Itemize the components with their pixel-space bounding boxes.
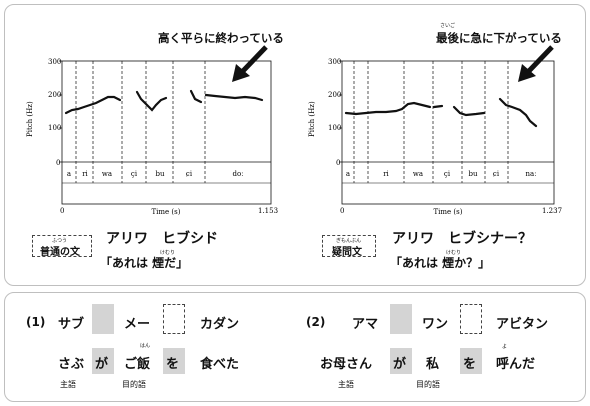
chart2-seg-bu: bu [469, 170, 478, 178]
chart2-seg-ci: çi [444, 170, 451, 178]
item2-word-ama: アマ [352, 317, 379, 332]
item1-word-me: メー [124, 317, 151, 332]
chart2-japanese: 「あれは 煙か？」 [390, 256, 491, 270]
item2-slot-dashed [460, 304, 482, 334]
chart2-arrow-icon [518, 45, 554, 82]
item1-label-object: 目的語 [122, 380, 146, 389]
item1-slot-dashed [163, 304, 185, 334]
chart2-seg-wa: wa [413, 170, 423, 178]
item1-word-sabu: サブ [58, 317, 85, 332]
item2-yonda-ruby: よ [502, 344, 508, 350]
chart1-seg-shi: ɕi [186, 170, 193, 178]
chart1-seg-a: a [67, 170, 71, 178]
chart2-ytick-100: 100 [328, 124, 341, 132]
chart1-xlabel: Time (s) [152, 208, 181, 216]
chart1-seg-ri: ri [82, 170, 88, 178]
chart2-annotation-ruby: さいご [440, 23, 456, 29]
chart2-pitch-chart: 300 200 100 0 Pitch (Hz) a ri wa çi bu ɕ… [308, 58, 562, 216]
item1-particle-wo: を [166, 357, 180, 372]
item1-word-kadan: カダン [200, 317, 240, 332]
chart2-katakana: アリワ ヒブシナー？ [392, 231, 532, 247]
item2-word-okaasan: お母さん [320, 357, 373, 372]
chart1-seg-do: doː [232, 170, 243, 178]
item1-particle-wo-box [163, 348, 185, 374]
chart2-sentence-tag-label: 疑問文 [332, 247, 362, 258]
chart1-sentence-tag-label: 普通の文 [40, 247, 80, 258]
chart1-seg-wa: wa [102, 170, 112, 178]
chart1-japanese: 「あれは 煙だ」 [100, 256, 189, 270]
chart1-ytick-0: 0 [56, 159, 60, 167]
chart2-seg-shi: ɕi [493, 170, 500, 178]
item2-particle-ga-box [390, 348, 412, 374]
chart2-seg-a: a [346, 170, 350, 178]
chart2-seg-na: naː [525, 170, 536, 178]
item1-number: (1) [26, 315, 46, 329]
chart2-ylabel: Pitch (Hz) [308, 101, 316, 137]
item1-gohan-ruby: はん [140, 343, 151, 349]
item2-particle-ga: が [393, 357, 407, 372]
chart2-ytick-200: 200 [328, 91, 341, 99]
item2-word-yonda: 呼んだ [496, 357, 536, 372]
item1-word-tabeta: 食べた [200, 357, 240, 372]
chart1-ytick-100: 100 [48, 124, 61, 132]
chart1-xtick-start: 0 [60, 207, 64, 215]
chart1-seg-bu: bu [156, 170, 165, 178]
chart1-annotation: 高く平らに終わっている [158, 31, 284, 45]
item2-word-watashi: 私 [426, 357, 440, 372]
item2-label-subject: 主語 [338, 380, 354, 389]
chart1-sentence-tag [32, 235, 92, 257]
chart2-ytick-0: 0 [336, 159, 340, 167]
chart1-japanese-ruby: けむり [160, 250, 176, 256]
item2-label-object: 目的語 [416, 380, 440, 389]
item2-word-abitan: アビタン [496, 317, 549, 332]
pitch-comparison-panel [4, 4, 586, 286]
chart2-sentence-tag [322, 235, 376, 257]
item1-word-sabu-hira: さぶ [58, 357, 85, 372]
chart1-katakana: アリワ ヒブシド [106, 231, 218, 247]
chart1-sentence-tag-ruby: ふつう [52, 238, 68, 244]
item2-particle-wo: を [463, 357, 477, 372]
chart2-xlabel: Time (s) [434, 208, 463, 216]
item1-particle-ga: が [95, 357, 109, 372]
chart1-pitch-chart: 300 200 100 0 Pitch (Hz) a ri wa çi bu ɕ… [26, 58, 278, 216]
chart2-seg-ri: ri [383, 170, 389, 178]
chart2-xtick-start: 0 [340, 207, 344, 215]
chart1-seg-ci: çi [131, 170, 138, 178]
item1-label-subject: 主語 [60, 380, 76, 389]
chart2-xtick-end: 1.237 [542, 207, 562, 215]
chart1-ytick-300: 300 [48, 58, 61, 66]
chart2-sentence-tag-ruby: ぎもんぶん [336, 238, 362, 244]
chart2-ytick-300: 300 [328, 58, 341, 66]
chart2-annotation: 最後に急に下がっている [436, 31, 562, 45]
chart1-ylabel: Pitch (Hz) [26, 101, 34, 137]
item2-slot-gray [390, 304, 412, 334]
item1-particle-ga-box [92, 348, 114, 374]
item2-particle-wo-box [460, 348, 482, 374]
item2-word-wan: ワン [422, 317, 449, 332]
item1-slot-gray [92, 304, 114, 334]
item1-word-gohan: ご飯 [124, 357, 151, 372]
chart1-arrow-icon [232, 45, 268, 82]
chart2-japanese-ruby: けむり [446, 250, 462, 256]
chart1-xtick-end: 1.153 [258, 207, 278, 215]
item2-number: (2) [306, 315, 326, 329]
chart1-ytick-200: 200 [48, 91, 61, 99]
